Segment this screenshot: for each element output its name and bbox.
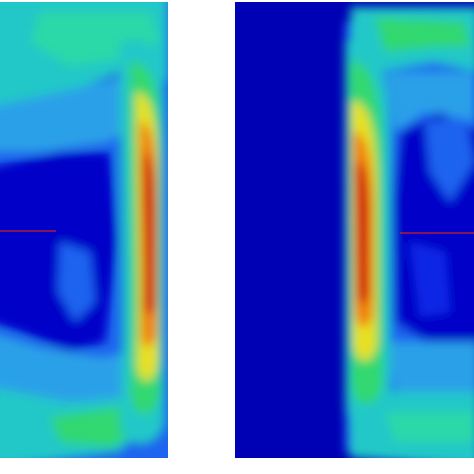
contour-panel-left — [0, 2, 168, 458]
contour-plot-right — [235, 2, 474, 458]
contour-panel-right — [235, 2, 474, 458]
contour-plot-left — [0, 2, 168, 458]
